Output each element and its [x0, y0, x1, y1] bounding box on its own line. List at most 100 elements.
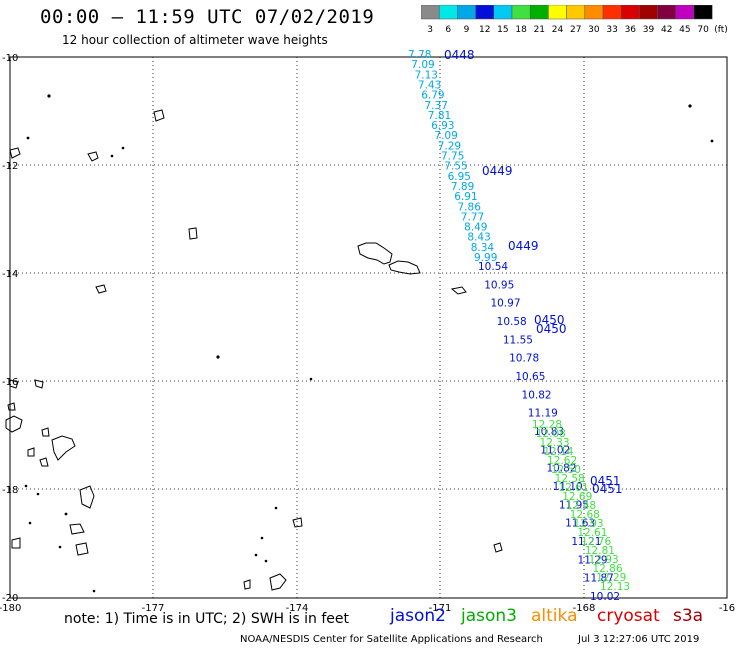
colorbar-label: 30: [588, 25, 600, 35]
colorbar-label: 39: [643, 25, 655, 35]
colorbar-swatch: [675, 5, 695, 20]
wave-height-value: 12.13: [600, 581, 630, 593]
island-small-7: [243, 579, 251, 590]
island-futuna: [188, 227, 198, 240]
lon-label: -168: [573, 603, 596, 614]
lat-label: -20: [2, 593, 18, 604]
island-small-16: [41, 427, 50, 437]
island-tonga-2: [5, 415, 23, 433]
island-small-2: [493, 542, 503, 553]
island-tutuila: [388, 260, 421, 275]
lat-label: -10: [2, 53, 18, 64]
lat-label: -14: [2, 269, 18, 280]
altimeter-track: 7.787.097.137.436.797.377.816.937.097.29…: [408, 49, 630, 603]
colorbar-label: 6: [445, 25, 451, 35]
colorbar-swatch: [693, 5, 713, 20]
wave-height-value: 7.89: [451, 181, 474, 193]
wave-height-value: 12.48: [566, 500, 596, 512]
colorbar-label: 27: [570, 25, 581, 35]
wave-height-value: 12.28: [532, 419, 562, 431]
island-tonga-1: [51, 435, 76, 461]
satellite-s3a: s3a: [673, 606, 704, 626]
wave-height-value: 10.65: [515, 371, 545, 383]
colorbar-swatch: [584, 5, 604, 20]
colorbar-swatch: [529, 5, 549, 20]
colorbar-label: 33: [606, 25, 617, 35]
colorbar-label: 18: [515, 25, 527, 35]
wave-height-value: 11.87: [584, 573, 614, 585]
colorbar-label: 42: [661, 25, 672, 35]
wave-height-value: 7.09: [434, 130, 457, 142]
pass-label: 0450: [534, 313, 565, 327]
wave-height-value: 6.79: [421, 90, 444, 102]
satellite-jason3: jason3: [461, 606, 517, 626]
wave-height-value: 12.50: [551, 464, 581, 476]
pass-label: 0449: [482, 164, 513, 178]
lon-label: -16: [719, 603, 735, 614]
wave-height-value: 11.95: [559, 499, 589, 511]
island-small-17: [7, 402, 16, 411]
colorbar-swatch: [475, 5, 495, 20]
tiny-islands: [24, 94, 714, 593]
wave-height-value: 7.09: [411, 59, 434, 71]
wave-height-value: 11.55: [503, 334, 533, 346]
wave-height-value: 12.93: [589, 554, 619, 566]
wave-height-value: 8.34: [471, 242, 495, 254]
satellite-cryosat: cryosat: [597, 606, 660, 626]
colorbar-label: 24: [552, 25, 564, 35]
note-text: note: 1) Time is in UTC; 2) SWH is in fe…: [64, 611, 350, 627]
colorbar-label: 3: [427, 25, 433, 35]
wave-height-value: 11.02: [540, 444, 570, 456]
wave-height-value: 11.19: [528, 408, 558, 420]
wave-height-value: 6.91: [454, 191, 477, 203]
wave-height-value: 10.82: [522, 389, 552, 401]
wave-height-value: 6.95: [448, 171, 471, 183]
wave-height-value: 10.58: [497, 316, 527, 328]
wave-height-value: 12.86: [592, 563, 622, 575]
pass-label: 0448: [444, 48, 475, 62]
wave-height-value: 8.49: [464, 222, 487, 234]
colorbar-label: 12: [479, 25, 490, 35]
colorbar-swatch: [639, 5, 658, 20]
colorbar-label: 45: [679, 25, 690, 35]
wave-height-value: 7.81: [428, 110, 451, 122]
pass-label: 0450: [536, 322, 567, 336]
wave-height-value: 10.02: [590, 591, 620, 603]
longitude-labels: -180 -177 -174 -171 -168 -16: [0, 603, 735, 614]
wave-height-value: 10.95: [484, 279, 514, 291]
island-small-3: [87, 151, 99, 162]
wave-height-value: 7.75: [441, 151, 464, 163]
wave-height-value: 7.78: [408, 49, 431, 61]
island-small-10: [34, 379, 44, 389]
island-small-11: [69, 523, 85, 535]
island-small-5: [292, 517, 303, 528]
island-upolu: [357, 242, 393, 265]
colorbar-label: 70: [697, 25, 709, 35]
wave-height-value: 7.29: [438, 140, 461, 152]
colorbar-swatch: [493, 5, 513, 20]
island-small-8: [9, 147, 21, 159]
island-small-12: [75, 542, 89, 556]
wave-height-value: 12.69: [562, 491, 592, 503]
satellite-jason2: jason2: [390, 606, 446, 626]
wave-height-value: 7.13: [415, 69, 438, 81]
wave-height-value: 12.08: [536, 428, 566, 440]
map-grid: [10, 57, 727, 598]
wave-height-value: 7.86: [458, 201, 482, 213]
credit-text: NOAA/NESDIS Center for Satellite Applica…: [240, 634, 543, 645]
island-small-1: [450, 286, 467, 295]
wave-height-value: 7.77: [461, 211, 484, 223]
island-small-15: [27, 447, 35, 457]
wave-height-value: 10.97: [490, 298, 520, 310]
island-small-6: [269, 573, 287, 591]
wave-height-value: 7.37: [425, 100, 448, 112]
colorbar-swatch: [457, 5, 476, 20]
colorbar-swatch: [620, 5, 640, 20]
colorbar-swatch: [657, 5, 677, 20]
wave-height-value: 7.55: [444, 161, 467, 173]
island-small-13: [11, 537, 21, 549]
wave-height-value: 12.81: [585, 545, 615, 557]
island-small-14: [39, 457, 49, 467]
wave-height-value: 10.54: [478, 261, 508, 273]
